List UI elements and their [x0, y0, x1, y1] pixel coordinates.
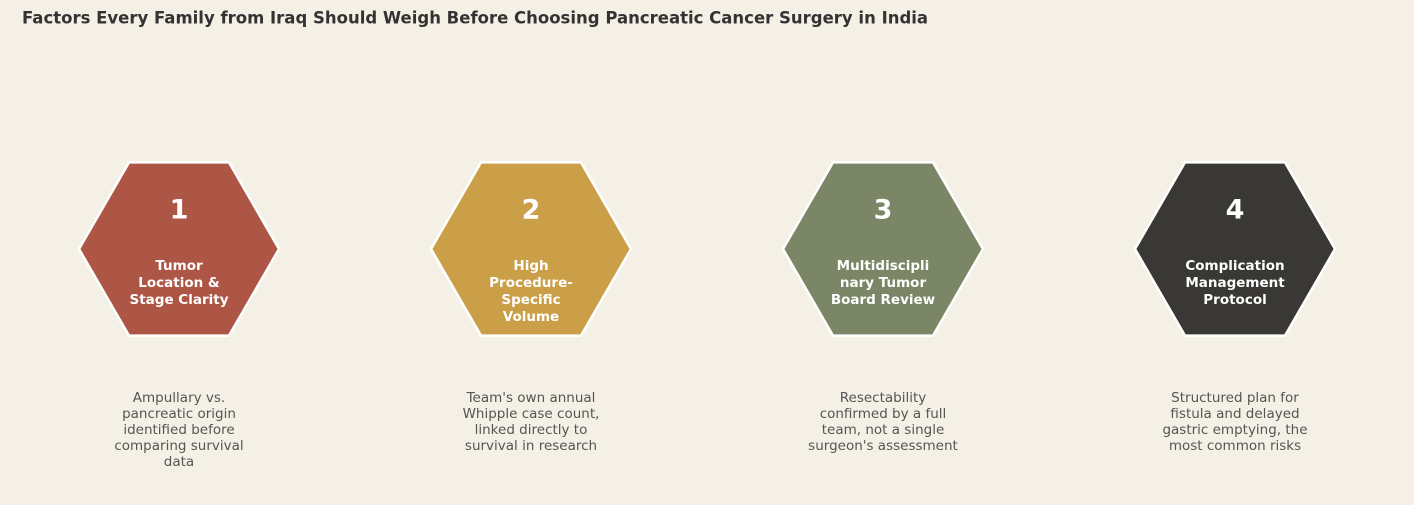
step-label: Protocol — [1203, 292, 1266, 308]
step-label: Procedure- — [489, 275, 573, 291]
step-number: 2 — [522, 195, 541, 226]
step-label: Complication — [1185, 258, 1284, 274]
step-number: 4 — [1226, 195, 1245, 226]
step-number: 1 — [170, 195, 189, 226]
step-description: surgeon's assessment — [808, 438, 958, 454]
step-description: comparing survival — [114, 438, 243, 454]
step-label: Stage Clarity — [130, 292, 229, 308]
step-description: team, not a single — [822, 422, 945, 438]
step-description: pancreatic origin — [122, 406, 236, 422]
step-description: Resectability — [840, 390, 927, 406]
hexagon — [781, 161, 985, 337]
step-label: Tumor — [155, 258, 203, 274]
step-label: Location & — [138, 275, 220, 291]
step-label: Management — [1185, 275, 1285, 291]
step-description: most common risks — [1169, 438, 1301, 454]
step-label: Specific — [501, 292, 560, 308]
step-description: linked directly to — [475, 422, 588, 438]
step-label: Volume — [503, 309, 559, 325]
step-description: confirmed by a full — [820, 406, 947, 422]
step-label: Board Review — [831, 292, 935, 308]
step-label: nary Tumor — [840, 275, 927, 291]
step-description: Whipple case count, — [463, 406, 600, 422]
title: Factors Every Family from Iraq Should We… — [22, 9, 928, 28]
step-number: 3 — [874, 195, 893, 226]
step-description: Ampullary vs. — [133, 390, 225, 406]
hexagon — [1133, 161, 1337, 337]
step-description: fistula and delayed — [1170, 406, 1299, 422]
step-label: High — [513, 258, 548, 274]
hexagon — [77, 161, 281, 337]
step-description: gastric emptying, the — [1162, 422, 1307, 438]
step-label: Multidiscipli — [837, 258, 930, 274]
step-description: Structured plan for — [1171, 390, 1299, 406]
step-description: identified before — [123, 422, 234, 438]
step-description: Team's own annual — [466, 390, 596, 406]
step-description: data — [164, 454, 194, 470]
step-description: survival in research — [465, 438, 597, 454]
hexagon — [429, 161, 633, 337]
